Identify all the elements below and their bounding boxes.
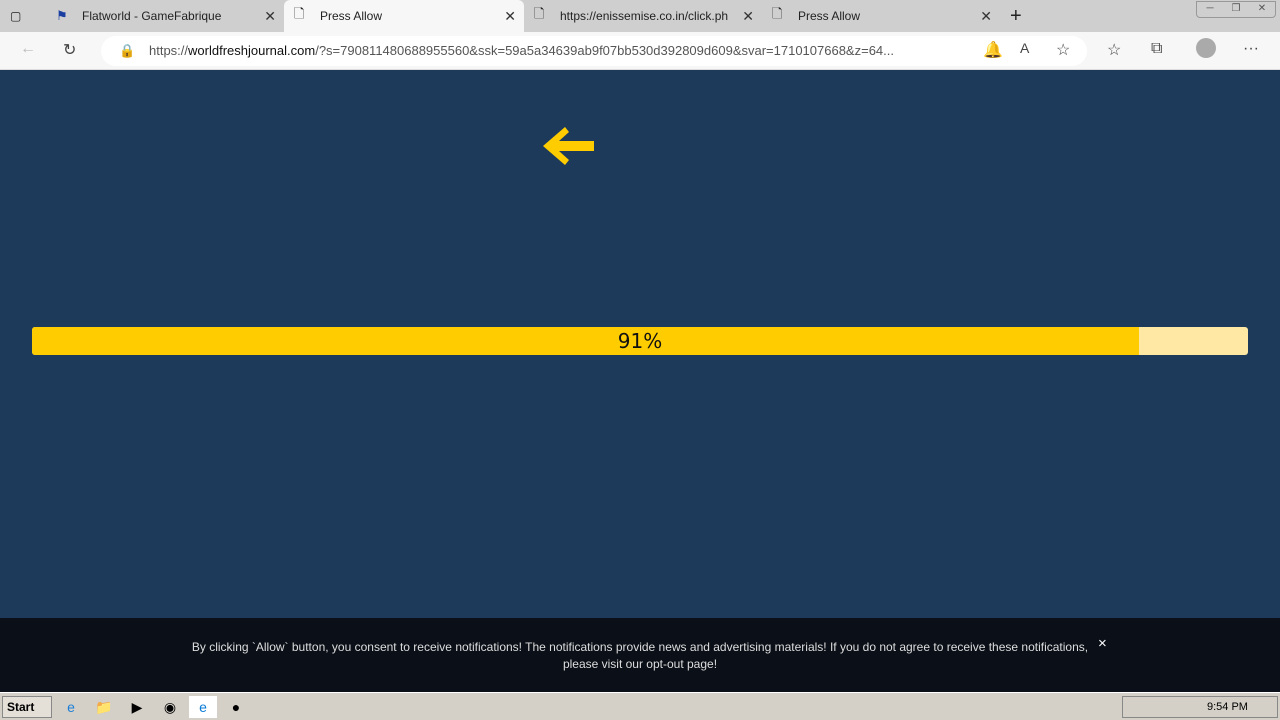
system-tray: 9:54 PM — [1122, 696, 1278, 718]
minimize-button[interactable]: ─ — [1206, 3, 1214, 14]
flag-icon: ⚑ — [56, 8, 68, 23]
url-rest: /?s=790811480688955560&ssk=59a5a34639ab9… — [315, 43, 894, 58]
restore-button[interactable]: ❐ — [1231, 3, 1241, 14]
clock: 9:54 PM — [1207, 701, 1248, 713]
progress-fill — [32, 327, 1139, 355]
close-tab-icon[interactable]: ✕ — [264, 7, 276, 24]
notification-blocked-icon[interactable]: 🔔 — [983, 42, 1003, 59]
tab-actions-button[interactable]: ▢ — [10, 9, 22, 23]
media-player-icon[interactable]: ▶ — [131, 698, 143, 715]
progress-label: 91% — [617, 329, 663, 353]
close-tab-icon[interactable]: ✕ — [742, 7, 754, 24]
tab-bar: ▢ ⚑ Flatworld - GameFabrique ✕ 🗋 Press Allo… — [0, 0, 1280, 32]
collections-icon[interactable]: ⧉ — [1151, 40, 1163, 57]
progress-bar: 91% — [32, 327, 1248, 355]
tab-title: Press Allow — [320, 9, 383, 23]
notification-consent-banner: By clicking `Allow` button, you consent … — [0, 618, 1280, 692]
back-icon[interactable]: ← — [20, 40, 36, 57]
address-bar: ← ↻ 🔒 https://worldfreshjournal.com/?s=79… — [0, 32, 1280, 70]
read-aloud-icon[interactable]: A — [1020, 40, 1030, 56]
close-tab-icon[interactable]: ✕ — [980, 7, 992, 24]
folder-icon[interactable]: 📁 — [95, 698, 113, 715]
tab-title: Flatworld - GameFabrique — [82, 9, 222, 23]
url-domain: worldfreshjournal.com — [188, 43, 316, 58]
close-banner-button[interactable]: × — [1098, 635, 1107, 652]
edge-icon[interactable]: e — [189, 695, 217, 718]
tab-press-allow-2[interactable]: 🗋 Press Allow ✕ — [762, 0, 1000, 32]
more-icon[interactable]: ··· — [1243, 40, 1259, 57]
profile-avatar[interactable] — [1196, 38, 1216, 58]
chrome-icon[interactable]: ◉ — [163, 698, 177, 715]
app-icon[interactable]: ● — [231, 698, 241, 715]
page-icon: 🗋 — [772, 6, 783, 21]
url-prefix: https:// — [149, 43, 189, 58]
taskbar: Start e 📁 ▶ ◉ e ● 9:54 PM — [0, 692, 1280, 720]
refresh-icon[interactable]: ↻ — [63, 42, 77, 59]
tab-title: https://enissemise.co.in/click.ph — [560, 9, 729, 23]
arrow-left-icon — [543, 127, 594, 165]
lock-icon: 🔒 — [119, 43, 136, 58]
page-icon: 🗋 — [294, 6, 305, 21]
tab-flatworld[interactable]: ⚑ Flatworld - GameFabrique ✕ — [46, 0, 284, 32]
opt-out-link[interactable]: please visit our opt-out page! — [562, 657, 718, 671]
notice-text: By clicking `Allow` button, you consent … — [191, 640, 1089, 654]
window-controls: ─ ❐ ✕ — [1196, 1, 1276, 18]
start-button[interactable]: Start — [2, 695, 52, 718]
add-favorite-icon[interactable]: ☆ — [1056, 42, 1071, 59]
favorites-icon[interactable]: ☆ — [1107, 42, 1122, 59]
tab-title: Press Allow — [798, 9, 861, 23]
page-icon: 🗋 — [534, 6, 545, 21]
url-input[interactable]: 🔒 https://worldfreshjournal.com/?s=790811… — [101, 36, 1087, 66]
close-tab-icon[interactable]: ✕ — [504, 7, 516, 24]
close-window-button[interactable]: ✕ — [1257, 3, 1267, 14]
tab-press-allow[interactable]: 🗋 Press Allow ✕ — [284, 0, 524, 32]
ie-icon[interactable]: e — [67, 698, 75, 715]
new-tab-button[interactable]: + — [1010, 4, 1022, 27]
tab-enissemise[interactable]: 🗋 https://enissemise.co.in/click.ph ✕ — [524, 0, 762, 32]
